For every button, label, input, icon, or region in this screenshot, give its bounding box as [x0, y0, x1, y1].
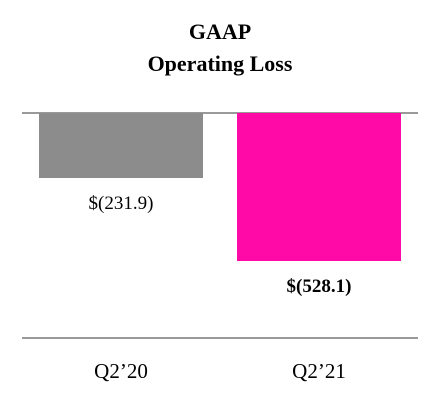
data-label-2: $(528.1) [287, 276, 352, 297]
tick-label-2: Q2’21 [292, 359, 346, 383]
bar-1 [39, 113, 203, 178]
bar-2 [237, 113, 401, 261]
chart-title-line-2: Operating Loss [147, 51, 293, 76]
data-label-1: $(231.9) [89, 193, 154, 214]
tick-label-1: Q2’20 [94, 359, 148, 383]
chart-title-line-1: GAAP [188, 19, 252, 44]
bar-series [39, 113, 401, 261]
category-tick-labels: Q2’20 Q2’21 [94, 359, 346, 383]
data-labels: $(231.9) $(528.1) [89, 193, 352, 297]
